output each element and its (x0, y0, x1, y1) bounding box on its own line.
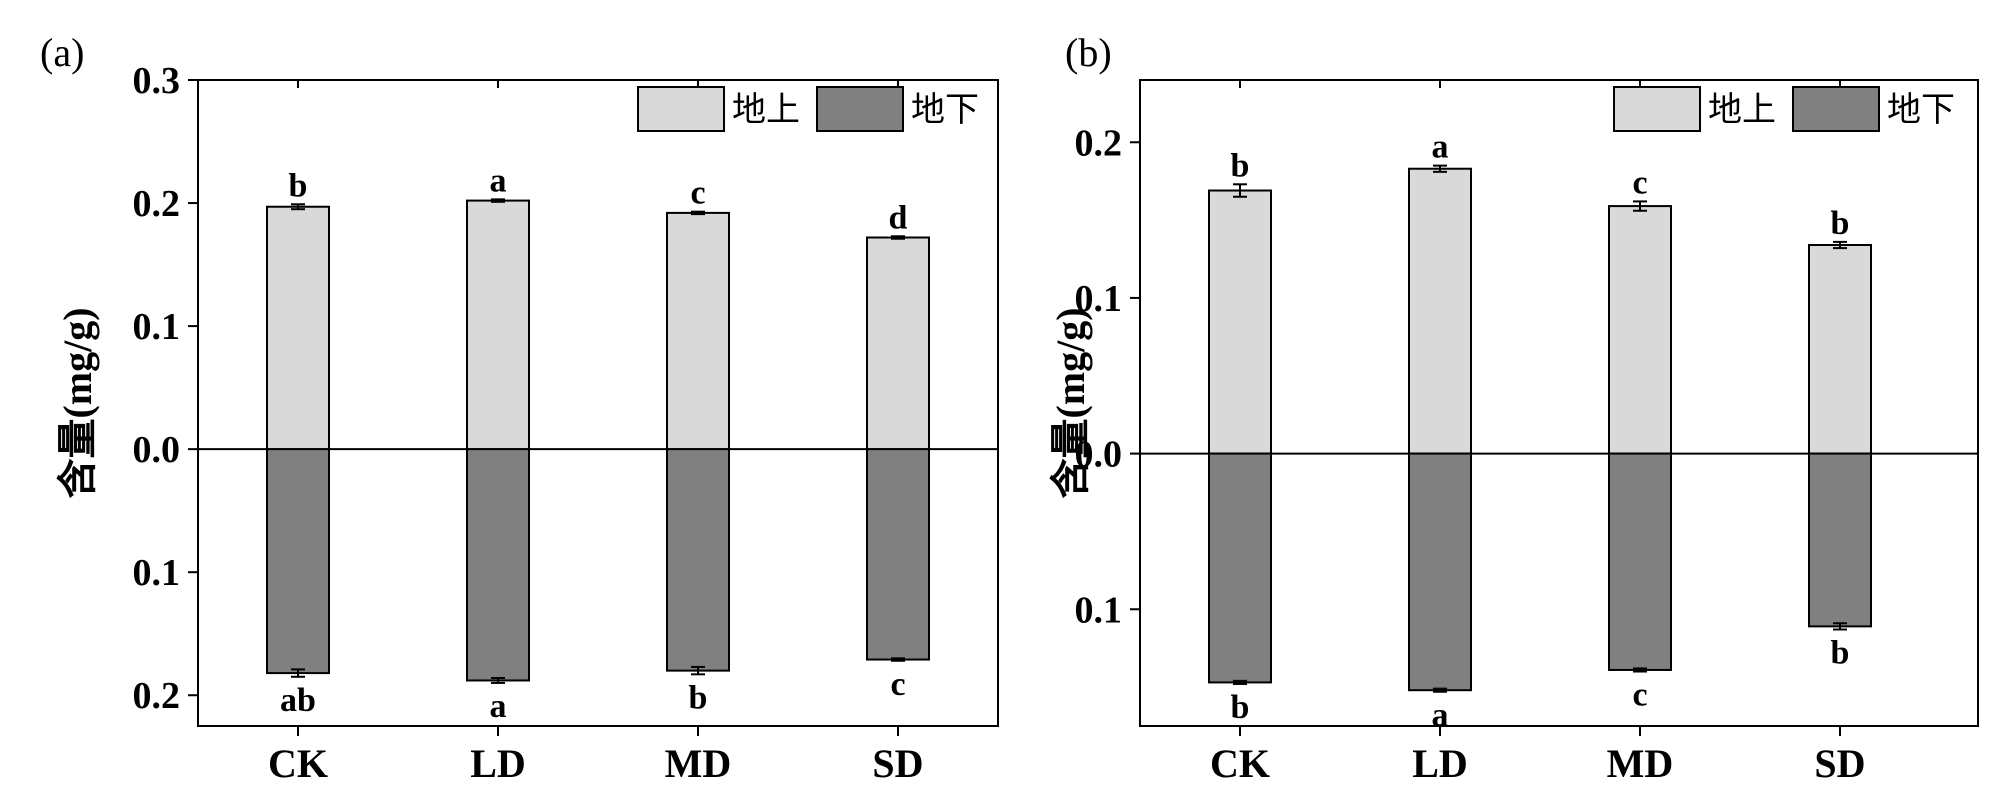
bar-above (866, 236, 930, 451)
x-tick-label: MD (665, 741, 732, 786)
y-tick-label: 0.0 (133, 429, 181, 471)
bar-above (1808, 244, 1872, 455)
x-tick-label: SD (1814, 741, 1865, 786)
chart-panel-b: (b)0.20.10.00.1含量(mg/g)CKbbLDaaMDccSDbb地… (1048, 30, 1979, 786)
bar-above (1608, 205, 1672, 455)
significance-letter: b (289, 167, 308, 204)
bar-above (266, 205, 330, 451)
bar-above (1208, 189, 1272, 455)
bar-above (1408, 167, 1472, 455)
legend-swatch (1792, 86, 1880, 132)
legend: 地上 地下 (1613, 86, 1955, 132)
x-tick-label: CK (268, 741, 328, 786)
significance-letter: d (889, 199, 908, 236)
chart-panel-a: (a) 0.3 0.2 0.1 0.0 0.1 0.2 含量(mg/g) CK b ab LD a a MD… (40, 30, 999, 786)
y-tick-label: 0.0 (1075, 434, 1123, 476)
x-tick-label: SD (872, 741, 923, 786)
legend-label: 地下 (1887, 91, 1955, 129)
bar-below (1608, 452, 1672, 671)
legend-label: 地上 (732, 91, 800, 129)
bar-above (466, 199, 530, 451)
significance-letter: b (1231, 689, 1250, 726)
legend-label: 地下 (911, 91, 979, 129)
x-tick-label: MD (1607, 741, 1674, 786)
plot-frame (1139, 79, 1979, 727)
y-tick-label: 0.1 (1075, 278, 1123, 320)
y-tick-label: 0.1 (1075, 589, 1123, 631)
significance-letter: a (490, 162, 507, 199)
significance-letter: b (1831, 205, 1850, 242)
y-tick-label: 0.1 (133, 552, 181, 594)
significance-letter: a (1432, 129, 1449, 166)
significance-letter: a (1432, 697, 1449, 734)
legend-label: 地上 (1708, 91, 1776, 129)
y-axis-label: 含量(mg/g) (1048, 307, 1093, 498)
bar-above (666, 211, 730, 451)
bar-below (466, 448, 530, 682)
significance-letter: a (490, 688, 507, 725)
x-tick-label: CK (1210, 741, 1270, 786)
bar-below (1808, 452, 1872, 628)
bar-below (266, 448, 330, 675)
panel-label: (a) (40, 30, 84, 75)
significance-letter: c (1632, 677, 1647, 714)
legend-swatch (637, 86, 725, 132)
y-tick-label: 0.1 (133, 306, 181, 348)
bar-below (1208, 452, 1272, 684)
x-tick-label: LD (1412, 741, 1468, 786)
significance-letter: b (1231, 147, 1250, 184)
y-tick-label: 0.3 (133, 60, 181, 102)
legend: 地上 地下 (637, 86, 979, 132)
legend-swatch (1613, 86, 1701, 132)
y-tick-label: 0.2 (1075, 122, 1123, 164)
y-tick-label: 0.2 (133, 675, 181, 717)
legend-swatch (816, 86, 904, 132)
bar-below (666, 448, 730, 672)
significance-letter: c (690, 175, 705, 212)
y-tick-label: 0.2 (133, 183, 181, 225)
significance-letter: b (689, 679, 708, 716)
significance-letter: ab (280, 682, 316, 719)
significance-letter: c (890, 666, 905, 703)
significance-letter: c (1632, 164, 1647, 201)
y-axis-label: 含量(mg/g) (55, 307, 100, 498)
x-tick-label: LD (470, 741, 526, 786)
bar-below (866, 448, 930, 661)
panel-label: (b) (1065, 30, 1112, 75)
bar-below (1408, 452, 1472, 692)
plot-frame (197, 79, 999, 727)
significance-letter: b (1831, 634, 1850, 671)
